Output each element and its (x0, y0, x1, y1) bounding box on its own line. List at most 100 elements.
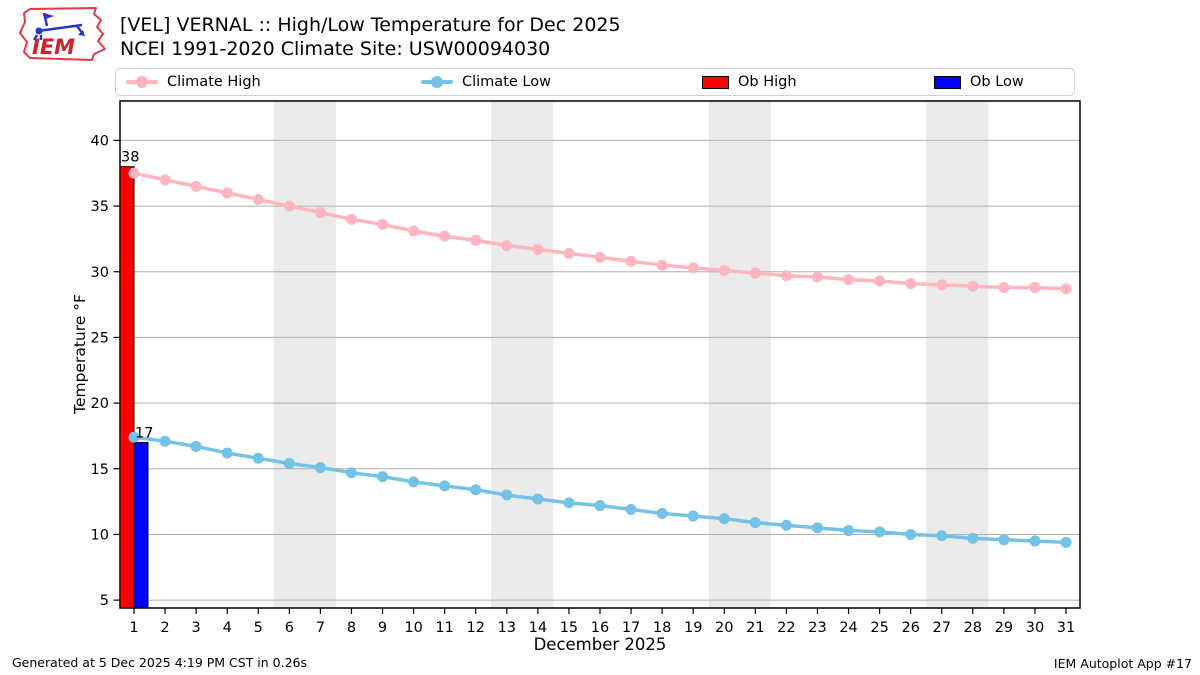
climate-low-marker (998, 534, 1010, 546)
climate-high-marker (439, 230, 451, 242)
climate-low-marker (718, 513, 730, 525)
climate-low-marker (967, 532, 979, 544)
x-tick-label: 23 (808, 620, 826, 636)
weekend-band (273, 101, 336, 608)
x-tick-label: 6 (285, 620, 294, 636)
x-tick-label: 15 (560, 620, 578, 636)
x-tick-label: 22 (777, 620, 795, 636)
climate-high-marker (843, 274, 855, 286)
chart-title-block: [VEL] VERNAL :: High/Low Temperature for… (120, 13, 621, 61)
climate-low-marker (159, 435, 171, 447)
x-tick-label: 2 (160, 620, 169, 636)
legend-item-ob-high: Ob High (702, 69, 797, 95)
climate-high-marker (967, 280, 979, 292)
climate-low-marker (1060, 536, 1072, 548)
climate-low-marker (314, 461, 326, 473)
climate-high-marker (594, 251, 606, 263)
x-tick-label: 13 (498, 620, 516, 636)
climate-low-marker (408, 476, 420, 488)
generated-timestamp: Generated at 5 Dec 2025 4:19 PM CST in 0… (12, 655, 308, 670)
weather-vane-icon (32, 12, 85, 41)
y-tick-label: 5 (100, 593, 109, 609)
x-tick-label: 16 (591, 620, 609, 636)
climate-low-swatch (421, 76, 453, 88)
x-tick-label: 29 (995, 620, 1013, 636)
x-tick-label: 26 (901, 620, 919, 636)
climate-high-marker (128, 167, 140, 179)
climate-high-marker (780, 270, 792, 282)
x-tick-label: 24 (839, 620, 857, 636)
climate-high-marker (1029, 282, 1041, 294)
x-tick-label: 8 (347, 620, 356, 636)
legend-label: Climate Low (462, 74, 551, 90)
x-tick-label: 19 (684, 620, 702, 636)
climate-low-marker (594, 500, 606, 512)
x-tick-label: 10 (404, 620, 422, 636)
climate-low-marker (377, 471, 389, 483)
y-tick-label: 15 (91, 462, 109, 478)
ob-low-value-label: 17 (135, 426, 153, 442)
legend-label: Ob High (738, 74, 797, 90)
chart-title: [VEL] VERNAL :: High/Low Temperature for… (120, 14, 621, 36)
x-tick-label: 9 (378, 620, 387, 636)
chart-legend: Climate High Climate Low Ob High Ob Low (115, 68, 1075, 96)
climate-low-marker (283, 458, 295, 470)
y-tick-label: 30 (91, 265, 109, 281)
x-tick-label: 27 (933, 620, 951, 636)
climate-high-marker (501, 239, 513, 251)
climate-high-marker (874, 275, 886, 287)
x-tick-label: 25 (870, 620, 888, 636)
climate-high-marker (563, 247, 575, 259)
legend-item-climate-low: Climate Low (421, 69, 551, 95)
iem-logo-text: IEM (32, 35, 75, 59)
x-tick-label: 28 (964, 620, 982, 636)
climate-high-marker (656, 259, 668, 271)
x-tick-label: 18 (653, 620, 671, 636)
x-tick-label: 14 (529, 620, 547, 636)
climate-high-marker (532, 243, 544, 255)
legend-label: Ob Low (970, 74, 1024, 90)
weekend-band (708, 101, 771, 608)
climate-low-marker (221, 447, 233, 459)
climate-high-marker (221, 187, 233, 199)
climate-high-marker (936, 279, 948, 291)
climate-low-marker (532, 493, 544, 505)
climate-low-marker (811, 522, 823, 534)
climate-high-marker-icon (136, 76, 148, 88)
climate-low-marker (780, 519, 792, 531)
climate-high-marker (625, 255, 637, 267)
climate-low-marker (656, 507, 668, 519)
climate-low-marker (252, 452, 264, 464)
iowa-outline (19, 7, 106, 61)
x-tick-label: 4 (223, 620, 232, 636)
climate-high-marker (687, 262, 699, 274)
y-tick-label: 25 (91, 330, 109, 346)
climate-high-marker (718, 264, 730, 276)
chart-subtitle: NCEI 1991-2020 Climate Site: USW00094030 (120, 38, 551, 60)
x-tick-label: 11 (435, 620, 453, 636)
climate-high-swatch (126, 76, 158, 88)
legend-label: Climate High (167, 74, 261, 90)
climate-low-marker (936, 530, 948, 542)
climate-high-marker (283, 200, 295, 212)
climate-high-marker (749, 267, 761, 279)
climate-low-marker (625, 503, 637, 515)
climate-low-marker (563, 497, 575, 509)
climate-low-marker (190, 440, 202, 452)
y-axis-label: Temperature °F (71, 294, 89, 414)
legend-item-climate-high: Climate High (126, 69, 261, 95)
x-axis-label: December 2025 (533, 635, 667, 654)
x-tick-label: 20 (715, 620, 733, 636)
climate-high-marker (159, 174, 171, 186)
x-tick-label: 7 (316, 620, 325, 636)
climate-low-marker-icon (431, 76, 443, 88)
climate-low-marker (439, 480, 451, 492)
legend-item-ob-low: Ob Low (934, 69, 1024, 95)
climate-high-marker (905, 278, 917, 290)
climate-low-marker (687, 510, 699, 522)
climate-low-marker (470, 484, 482, 496)
climate-high-marker (377, 218, 389, 230)
climate-low-marker (501, 489, 513, 501)
